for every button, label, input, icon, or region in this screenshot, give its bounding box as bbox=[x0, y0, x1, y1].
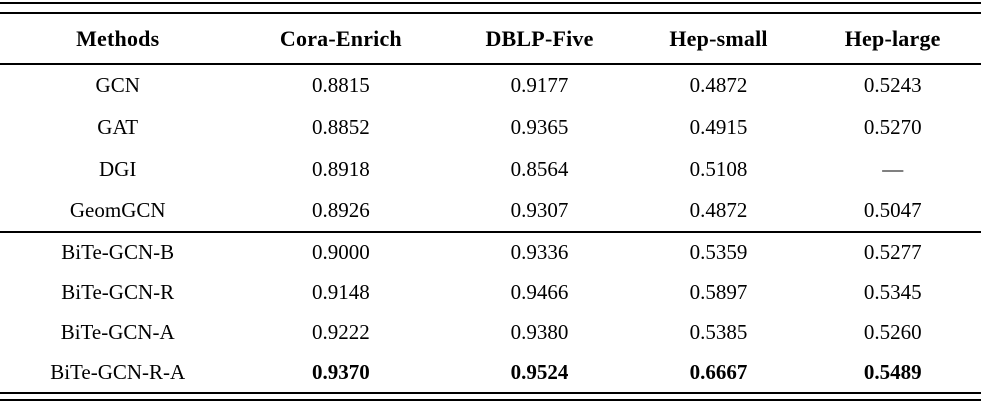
header-row: Methods Cora-Enrich DBLP-Five Hep-small … bbox=[0, 14, 981, 64]
table-row-best: BiTe-GCN-R-A 0.9370 0.9524 0.6667 0.5489 bbox=[0, 352, 981, 392]
metric-value: 0.9365 bbox=[510, 114, 569, 139]
col-header-cora-enrich: Cora-Enrich bbox=[279, 25, 402, 51]
method-name: GAT bbox=[97, 114, 139, 139]
metric-value: 0.9148 bbox=[312, 279, 370, 304]
metric-value: 0.9000 bbox=[312, 240, 370, 264]
metric-value: 0.8918 bbox=[312, 156, 370, 181]
table-row: BiTe-GCN-B 0.9000 0.9336 0.5359 0.5277 bbox=[0, 232, 981, 272]
results-table-figure: Methods Cora-Enrich DBLP-Five Hep-small … bbox=[0, 2, 981, 401]
bottom-double-rule bbox=[0, 392, 981, 401]
rule-line bbox=[0, 2, 981, 4]
metric-value: 0.9336 bbox=[510, 240, 569, 264]
metric-value: 0.4872 bbox=[689, 198, 748, 222]
metric-value-best: 0.6667 bbox=[689, 359, 748, 384]
results-table: Methods Cora-Enrich DBLP-Five Hep-small … bbox=[0, 14, 981, 392]
metric-value: 0.5277 bbox=[863, 240, 922, 264]
metric-value: 0.9177 bbox=[510, 73, 569, 97]
metric-value: 0.5270 bbox=[863, 114, 922, 139]
metric-value: 0.9380 bbox=[510, 319, 569, 344]
bite-gcn-variants-group: BiTe-GCN-B 0.9000 0.9336 0.5359 0.5277 B… bbox=[0, 232, 981, 392]
metric-value: 0.5243 bbox=[863, 73, 922, 97]
metric-value: 0.5260 bbox=[863, 319, 922, 344]
metric-value: 0.4872 bbox=[689, 73, 748, 97]
table-row: GeomGCN 0.8926 0.9307 0.4872 0.5047 bbox=[0, 190, 981, 232]
col-header-hep-small: Hep-small bbox=[669, 25, 768, 51]
rule-line bbox=[0, 392, 981, 394]
method-name: BiTe-GCN-B bbox=[61, 240, 175, 264]
metric-value: 0.5897 bbox=[689, 279, 748, 304]
col-header-dblp-five: DBLP-Five bbox=[485, 25, 594, 51]
table-header: Methods Cora-Enrich DBLP-Five Hep-small … bbox=[0, 14, 981, 64]
metric-value: 0.9222 bbox=[312, 319, 370, 344]
method-name: BiTe-GCN-R-A bbox=[50, 359, 186, 384]
method-name: DGI bbox=[99, 156, 137, 181]
baseline-methods-group: GCN 0.8815 0.9177 0.4872 0.5243 GAT 0.88… bbox=[0, 64, 981, 232]
metric-value: 0.5385 bbox=[689, 319, 748, 344]
metric-value: 0.8815 bbox=[312, 73, 370, 97]
method-name: BiTe-GCN-A bbox=[60, 319, 175, 344]
metric-value: 0.5047 bbox=[863, 198, 922, 222]
method-name: GCN bbox=[95, 73, 140, 97]
table-row: BiTe-GCN-A 0.9222 0.9380 0.5385 0.5260 bbox=[0, 312, 981, 352]
metric-value: 0.9466 bbox=[510, 279, 569, 304]
col-header-hep-large: Hep-large bbox=[844, 25, 941, 51]
metric-value: 0.8926 bbox=[312, 198, 370, 222]
metric-value: 0.5359 bbox=[689, 240, 748, 264]
top-double-rule bbox=[0, 2, 981, 14]
metric-value-best: 0.5489 bbox=[863, 359, 922, 384]
table-row: BiTe-GCN-R 0.9148 0.9466 0.5897 0.5345 bbox=[0, 272, 981, 312]
method-name: GeomGCN bbox=[69, 198, 166, 222]
metric-value-best: 0.9524 bbox=[510, 359, 569, 384]
metric-value: 0.5108 bbox=[689, 156, 748, 181]
metric-value-missing: — bbox=[882, 156, 904, 181]
metric-value: 0.4915 bbox=[689, 114, 748, 139]
rule-line bbox=[0, 12, 981, 14]
table-row: DGI 0.8918 0.8564 0.5108 — bbox=[0, 148, 981, 190]
metric-value: 0.9307 bbox=[510, 198, 569, 222]
metric-value-best: 0.9370 bbox=[312, 359, 370, 384]
table-row: GCN 0.8815 0.9177 0.4872 0.5243 bbox=[0, 64, 981, 106]
method-name: BiTe-GCN-R bbox=[61, 279, 175, 304]
table-row: GAT 0.8852 0.9365 0.4915 0.5270 bbox=[0, 106, 981, 148]
metric-value: 0.5345 bbox=[863, 279, 922, 304]
metric-value: 0.8564 bbox=[510, 156, 569, 181]
metric-value: 0.8852 bbox=[312, 114, 370, 139]
col-header-methods: Methods bbox=[76, 25, 160, 51]
rule-line bbox=[0, 399, 981, 401]
